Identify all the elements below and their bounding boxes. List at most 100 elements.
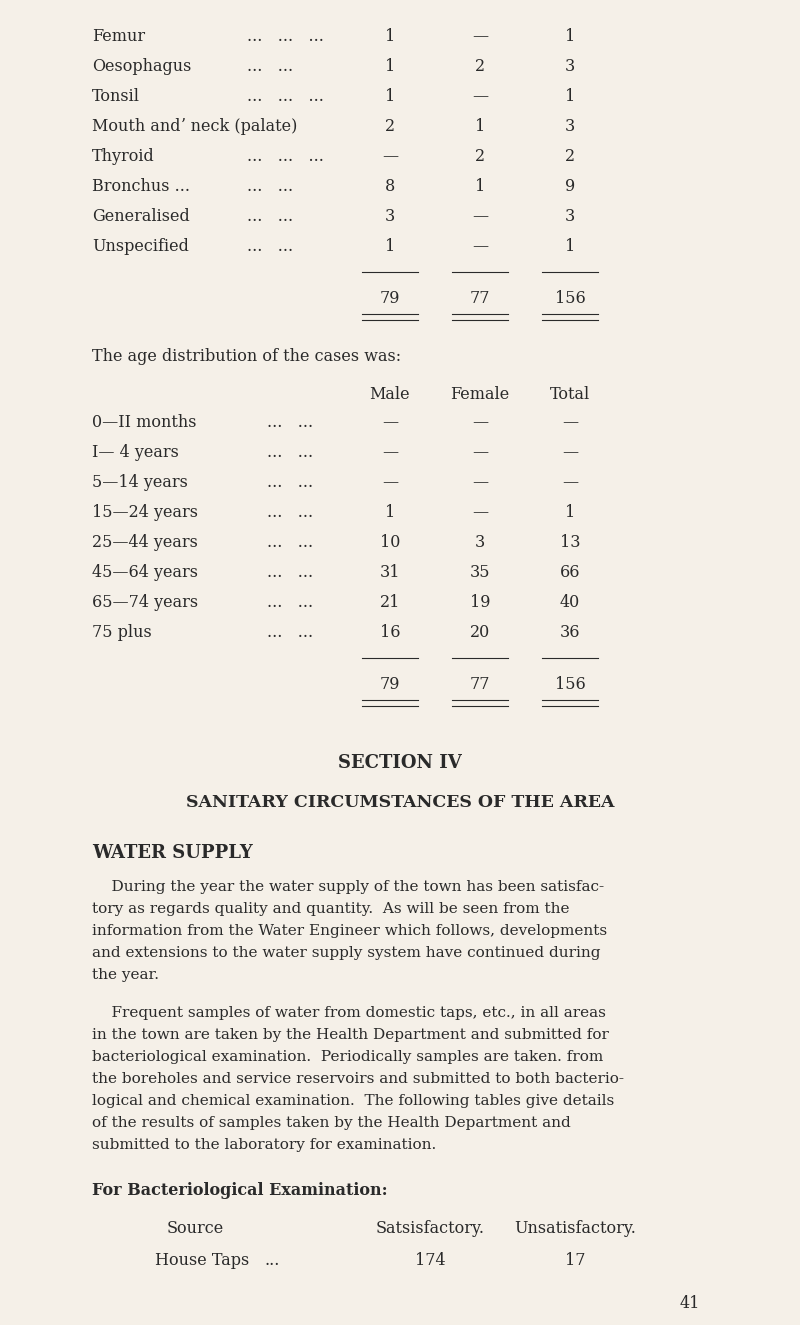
Text: 0—II months: 0—II months (92, 413, 197, 431)
Text: ...   ...: ... ... (267, 444, 313, 461)
Text: 1: 1 (475, 178, 485, 195)
Text: 3: 3 (385, 208, 395, 225)
Text: Frequent samples of water from domestic taps, etc., in all areas: Frequent samples of water from domestic … (92, 1006, 606, 1020)
Text: Thyroid: Thyroid (92, 148, 154, 166)
Text: For Bacteriological Examination:: For Bacteriological Examination: (92, 1182, 388, 1199)
Text: —: — (472, 444, 488, 461)
Text: Tonsil: Tonsil (92, 87, 140, 105)
Text: 13: 13 (560, 534, 580, 551)
Text: 9: 9 (565, 178, 575, 195)
Text: ...   ...   ...: ... ... ... (247, 28, 324, 45)
Text: During the year the water supply of the town has been satisfac-: During the year the water supply of the … (92, 880, 604, 894)
Text: —: — (382, 413, 398, 431)
Text: I— 4 years: I— 4 years (92, 444, 179, 461)
Text: —: — (472, 504, 488, 521)
Text: in the town are taken by the Health Department and submitted for: in the town are taken by the Health Depa… (92, 1028, 609, 1041)
Text: the year.: the year. (92, 969, 159, 982)
Text: 1: 1 (475, 118, 485, 135)
Text: The age distribution of the cases was:: The age distribution of the cases was: (92, 348, 401, 364)
Text: 5—14 years: 5—14 years (92, 474, 188, 492)
Text: tory as regards quality and quantity.  As will be seen from the: tory as regards quality and quantity. As… (92, 902, 570, 916)
Text: information from the Water Engineer which follows, developments: information from the Water Engineer whic… (92, 924, 607, 938)
Text: 2: 2 (475, 148, 485, 166)
Text: 40: 40 (560, 594, 580, 611)
Text: 25—44 years: 25—44 years (92, 534, 198, 551)
Text: 77: 77 (470, 676, 490, 693)
Text: 79: 79 (380, 676, 400, 693)
Text: submitted to the laboratory for examination.: submitted to the laboratory for examinat… (92, 1138, 436, 1151)
Text: ...   ...: ... ... (267, 504, 313, 521)
Text: Source: Source (166, 1220, 224, 1238)
Text: 1: 1 (385, 87, 395, 105)
Text: Unspecified: Unspecified (92, 238, 189, 254)
Text: Generalised: Generalised (92, 208, 190, 225)
Text: and extensions to the water supply system have continued during: and extensions to the water supply syste… (92, 946, 601, 961)
Text: 36: 36 (560, 624, 580, 641)
Text: ...   ...: ... ... (267, 534, 313, 551)
Text: 1: 1 (385, 28, 395, 45)
Text: —: — (382, 148, 398, 166)
Text: ...   ...: ... ... (267, 474, 313, 492)
Text: 79: 79 (380, 290, 400, 307)
Text: 8: 8 (385, 178, 395, 195)
Text: —: — (472, 87, 488, 105)
Text: 2: 2 (385, 118, 395, 135)
Text: 17: 17 (565, 1252, 586, 1269)
Text: 3: 3 (565, 58, 575, 76)
Text: Unsatisfactory.: Unsatisfactory. (514, 1220, 636, 1238)
Text: SECTION IV: SECTION IV (338, 754, 462, 772)
Text: ...   ...: ... ... (267, 413, 313, 431)
Text: Male: Male (370, 386, 410, 403)
Text: 1: 1 (385, 504, 395, 521)
Text: the boreholes and service reservoirs and submitted to both bacterio-: the boreholes and service reservoirs and… (92, 1072, 624, 1086)
Text: ...   ...: ... ... (267, 624, 313, 641)
Text: —: — (382, 444, 398, 461)
Text: logical and chemical examination.  The following tables give details: logical and chemical examination. The fo… (92, 1094, 614, 1108)
Text: Mouth andʼ neck (palate): Mouth andʼ neck (palate) (92, 118, 298, 135)
Text: 3: 3 (475, 534, 485, 551)
Text: 16: 16 (380, 624, 400, 641)
Text: ...   ...: ... ... (247, 58, 293, 76)
Text: Femur: Femur (92, 28, 145, 45)
Text: 1: 1 (565, 87, 575, 105)
Text: —: — (472, 238, 488, 254)
Text: WATER SUPPLY: WATER SUPPLY (92, 844, 253, 863)
Text: Oesophagus: Oesophagus (92, 58, 191, 76)
Text: ...   ...: ... ... (247, 208, 293, 225)
Text: 65—74 years: 65—74 years (92, 594, 198, 611)
Text: 3: 3 (565, 208, 575, 225)
Text: bacteriological examination.  Periodically samples are taken. from: bacteriological examination. Periodicall… (92, 1049, 603, 1064)
Text: 1: 1 (565, 238, 575, 254)
Text: House Taps: House Taps (155, 1252, 250, 1269)
Text: ...   ...: ... ... (267, 594, 313, 611)
Text: Bronchus ...: Bronchus ... (92, 178, 190, 195)
Text: —: — (472, 28, 488, 45)
Text: Female: Female (450, 386, 510, 403)
Text: 19: 19 (470, 594, 490, 611)
Text: —: — (562, 413, 578, 431)
Text: Satsisfactory.: Satsisfactory. (375, 1220, 485, 1238)
Text: —: — (562, 444, 578, 461)
Text: ...: ... (265, 1252, 280, 1269)
Text: 2: 2 (475, 58, 485, 76)
Text: 45—64 years: 45—64 years (92, 564, 198, 580)
Text: 156: 156 (554, 676, 586, 693)
Text: 75 plus: 75 plus (92, 624, 152, 641)
Text: ...   ...: ... ... (247, 178, 293, 195)
Text: ...   ...: ... ... (247, 238, 293, 254)
Text: 20: 20 (470, 624, 490, 641)
Text: 2: 2 (565, 148, 575, 166)
Text: 3: 3 (565, 118, 575, 135)
Text: —: — (562, 474, 578, 492)
Text: 1: 1 (565, 504, 575, 521)
Text: 21: 21 (380, 594, 400, 611)
Text: Total: Total (550, 386, 590, 403)
Text: —: — (472, 208, 488, 225)
Text: 1: 1 (565, 28, 575, 45)
Text: 156: 156 (554, 290, 586, 307)
Text: 31: 31 (380, 564, 400, 580)
Text: 35: 35 (470, 564, 490, 580)
Text: 15—24 years: 15—24 years (92, 504, 198, 521)
Text: ...   ...   ...: ... ... ... (247, 87, 324, 105)
Text: ...   ...   ...: ... ... ... (247, 148, 324, 166)
